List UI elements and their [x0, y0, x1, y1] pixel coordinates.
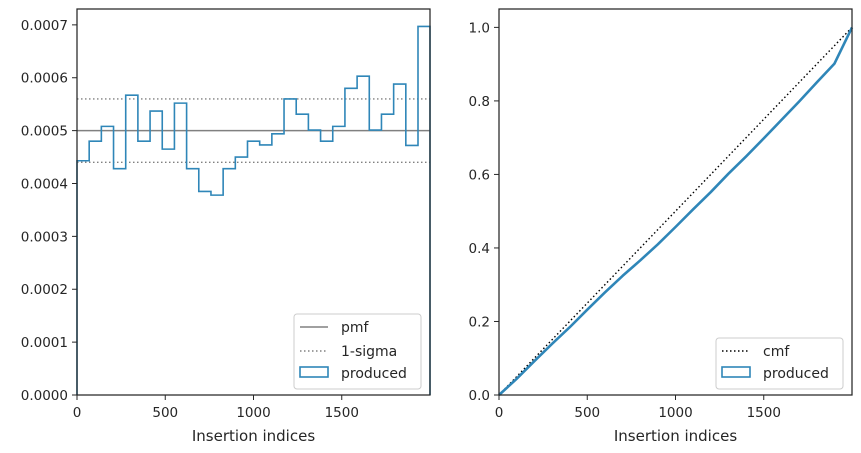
legend: cmf produced [715, 337, 844, 390]
x-tick-label: 500 [152, 405, 178, 421]
legend-produced-swatch [299, 366, 329, 378]
legend-cmf-label: cmf [763, 344, 790, 360]
y-tick-label: 0.0005 [21, 124, 68, 140]
y-tick-label: 0.0001 [21, 335, 68, 351]
left-histogram-panel: 0.0000 0.0001 0.0002 0.0003 0.0004 0.0005 0.00… [21, 8, 431, 445]
y-tick-label: 0.0004 [21, 176, 68, 192]
cmf-line [498, 26, 853, 396]
right-cumulative-panel: 0.0 0.2 0.4 0.6 0.8 1.0 0 500 1000 1500 Insertion … [469, 8, 854, 445]
y-tick-label: 0.4 [469, 241, 490, 257]
x-tick-label: 1000 [236, 405, 270, 421]
y-tick-label: 0.0007 [21, 18, 68, 34]
legend: pmf 1-sigma produced [293, 313, 422, 390]
x-tick-label: 0 [73, 405, 82, 421]
y-tick-label: 0.0003 [21, 229, 68, 245]
plot-frame [76, 8, 431, 396]
produced-histogram [76, 25, 431, 395]
legend-sigma-label: 1-sigma [341, 344, 397, 360]
x-tick-label: 1000 [658, 405, 692, 421]
y-tick-label: 0.6 [469, 167, 490, 183]
x-tick-label: 1500 [325, 405, 359, 421]
x-tick-label: 1500 [747, 405, 781, 421]
y-tick-label: 0.0 [469, 388, 490, 404]
legend-produced-swatch [721, 366, 751, 378]
x-tick-label: 500 [574, 405, 600, 421]
y-tick-label: 0.0006 [21, 71, 68, 87]
legend-box [293, 313, 422, 390]
legend-produced-label: produced [341, 366, 407, 382]
y-tick-label: 0.2 [469, 314, 490, 330]
y-tick-label: 0.0002 [21, 282, 68, 298]
y-tick-label: 0.0000 [21, 388, 68, 404]
y-tick-label: 0.8 [469, 94, 490, 110]
x-axis-label: Insertion indices [192, 427, 315, 445]
legend-produced-label: produced [763, 366, 829, 382]
produced-cumulative-line [498, 26, 854, 396]
x-tick-label: 0 [495, 405, 504, 421]
y-tick-label: 1.0 [469, 20, 490, 36]
x-axis-label: Insertion indices [614, 427, 737, 445]
plot-frame [498, 8, 853, 396]
legend-pmf-label: pmf [341, 320, 370, 336]
